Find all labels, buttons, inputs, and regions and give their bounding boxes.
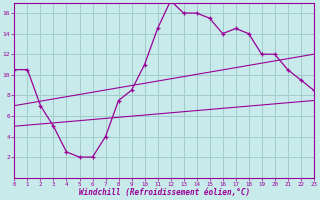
X-axis label: Windchill (Refroidissement éolien,°C): Windchill (Refroidissement éolien,°C) bbox=[78, 188, 250, 197]
